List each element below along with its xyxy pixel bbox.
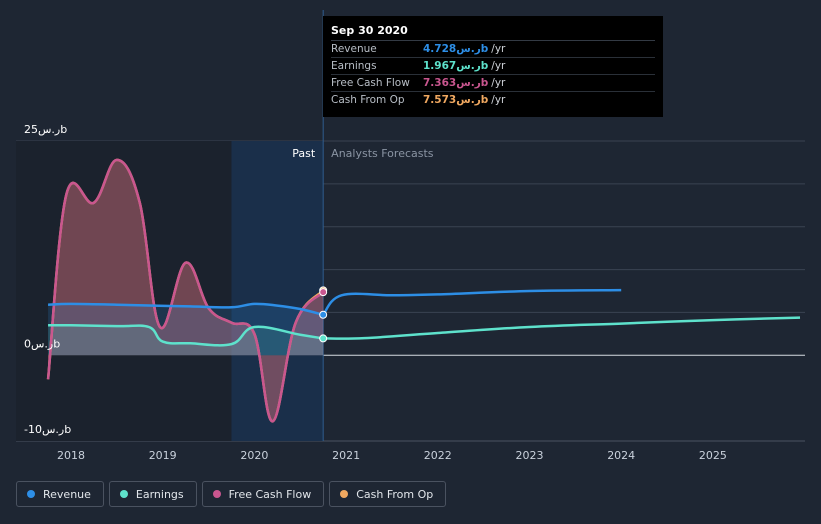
tooltip-date: Sep 30 2020: [331, 24, 655, 41]
tooltip-value: 7.573ر.سb: [423, 94, 489, 106]
tooltip-label: Cash From Op: [331, 94, 405, 106]
area-cash-from-op: [48, 159, 324, 422]
legend-dot-icon: [27, 490, 35, 498]
tooltip-value: 1.967ر.سb: [423, 60, 489, 72]
x-tick-label: 2020: [240, 449, 268, 462]
tooltip-row-free-cash-flow: Free Cash Flow 7.363ر.سb /yr: [331, 75, 655, 92]
tooltip: Sep 30 2020 Revenue 4.728ر.سb /yr Earnin…: [323, 16, 663, 117]
past-shade-recent: [231, 141, 324, 441]
y-tick-label: -10ر.سb: [24, 423, 71, 436]
marker-free-cash-flow: [319, 288, 328, 297]
tooltip-unit: /yr: [491, 43, 506, 55]
legend-label: Earnings: [135, 487, 184, 501]
area-free-cash-flow: [48, 159, 324, 422]
x-tick-label: 2022: [424, 449, 452, 462]
legend-dot-icon: [212, 490, 221, 498]
line-revenue: [48, 302, 324, 316]
tooltip-row-earnings: Earnings 1.967ر.سb /yr: [331, 58, 655, 75]
tooltip-label: Revenue: [331, 43, 377, 55]
x-tick-label: 2021: [332, 449, 360, 462]
legend-item-earnings[interactable]: Earnings: [108, 481, 197, 507]
tooltip-value: 7.363ر.سb: [423, 77, 489, 89]
tooltip-unit: /yr: [491, 77, 506, 89]
legend-label: Free Cash Flow: [228, 487, 312, 501]
legend-dot-icon: [340, 490, 349, 498]
tooltip-value: 4.728ر.سb: [423, 43, 489, 55]
forecast-label: Analysts Forecasts: [331, 147, 434, 160]
series-markers: [319, 286, 328, 343]
legend-label: Cash From Op: [356, 487, 434, 501]
tooltip-unit: /yr: [491, 60, 506, 72]
legend: Revenue Earnings Free Cash Flow Cash Fro…: [16, 481, 447, 507]
line-earnings: [48, 323, 324, 347]
x-tick-label: 2024: [607, 449, 635, 462]
tooltip-label: Free Cash Flow: [331, 77, 410, 89]
line-free-cash-flow: [46, 158, 325, 423]
tooltip-row-cash-from-op: Cash From Op 7.573ر.سb /yr: [331, 92, 655, 108]
forecast-line-earnings: [323, 316, 801, 340]
axis-labels: 25ر.سb 0ر.سb -10ر.سb 2018 2019 2020 2021 2022 20…: [24, 123, 727, 462]
tooltip-label: Earnings: [331, 60, 377, 72]
marker-earnings: [319, 334, 328, 343]
legend-item-free-cash-flow[interactable]: Free Cash Flow: [201, 481, 325, 507]
past-shade-far: [16, 141, 232, 441]
x-tick-label: 2023: [516, 449, 544, 462]
area-revenue: [48, 303, 324, 356]
x-tick-label: 2018: [57, 449, 85, 462]
legend-dot-icon: [119, 490, 128, 498]
tooltip-unit: /yr: [491, 94, 506, 106]
tooltip-row-revenue: Revenue 4.728ر.سb /yr: [331, 41, 655, 58]
marker-revenue: [319, 310, 328, 319]
past-label: Past: [292, 147, 316, 160]
legend-item-revenue[interactable]: Revenue: [16, 481, 104, 507]
legend-label: Revenue: [43, 487, 91, 501]
y-tick-label: 25ر.سb: [24, 123, 67, 136]
past-shading: [16, 10, 324, 441]
y-tick-label: 0ر.سb: [24, 337, 60, 350]
legend-item-cash-from-op[interactable]: Cash From Op: [329, 481, 447, 507]
x-tick-label: 2025: [699, 449, 727, 462]
forecast-line-revenue: [322, 288, 622, 316]
x-tick-label: 2019: [149, 449, 177, 462]
series-lines: [46, 158, 801, 423]
